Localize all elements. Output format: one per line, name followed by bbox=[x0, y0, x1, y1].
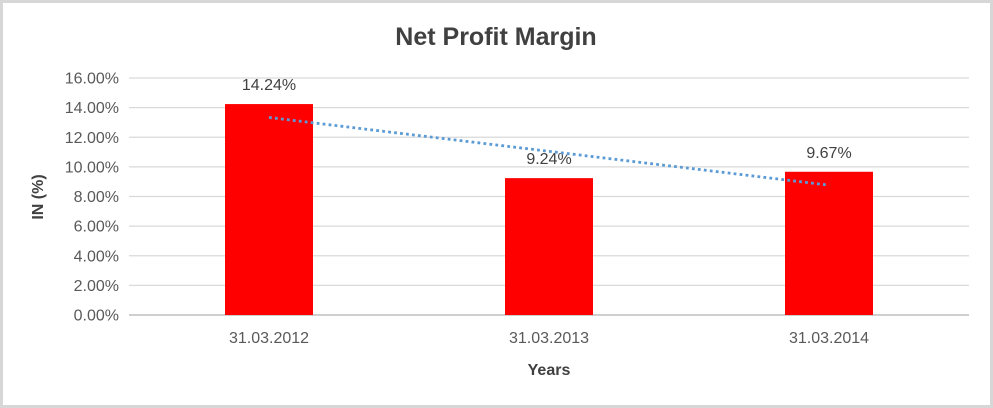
y-tick-label: 14.00% bbox=[65, 100, 119, 117]
x-tick-label: 31.03.2012 bbox=[229, 330, 309, 347]
bar-series bbox=[225, 104, 873, 315]
chart-title: Net Profit Margin bbox=[395, 23, 596, 51]
y-tick-label: 8.00% bbox=[74, 189, 119, 206]
bar-data-label: 9.24% bbox=[526, 151, 571, 168]
bar-data-label: 14.24% bbox=[242, 77, 296, 94]
y-tick-label: 2.00% bbox=[74, 278, 119, 295]
y-tick-label: 4.00% bbox=[74, 248, 119, 265]
x-axis-tick-labels: 31.03.2012 31.03.2013 31.03.2014 bbox=[229, 330, 869, 347]
y-axis-tick-labels: 0.00% 2.00% 4.00% 6.00% 8.00% 10.00% 12.00% 14.… bbox=[65, 71, 119, 325]
linear-trendline bbox=[268, 116, 830, 187]
y-tick-label: 0.00% bbox=[74, 308, 119, 325]
bar bbox=[225, 104, 313, 315]
y-tick-label: 12.00% bbox=[65, 130, 119, 147]
net-profit-margin-chart: 0.00% 2.00% 4.00% 6.00% 8.00% 10.00% 12.00% 14.… bbox=[30, 23, 969, 379]
trendline-dotted-line bbox=[268, 116, 830, 187]
bar bbox=[785, 171, 873, 315]
bar bbox=[505, 178, 593, 315]
y-tick-label: 6.00% bbox=[74, 219, 119, 236]
data-labels: 14.24% 9.24% 9.67% bbox=[242, 77, 852, 168]
bar-data-label: 9.67% bbox=[806, 145, 851, 162]
y-tick-label: 10.00% bbox=[65, 159, 119, 176]
x-axis-title: Years bbox=[528, 362, 571, 379]
x-tick-label: 31.03.2013 bbox=[509, 330, 589, 347]
y-tick-label: 16.00% bbox=[65, 71, 119, 88]
y-axis-title: IN (%) bbox=[30, 174, 47, 219]
x-tick-label: 31.03.2014 bbox=[789, 330, 869, 347]
